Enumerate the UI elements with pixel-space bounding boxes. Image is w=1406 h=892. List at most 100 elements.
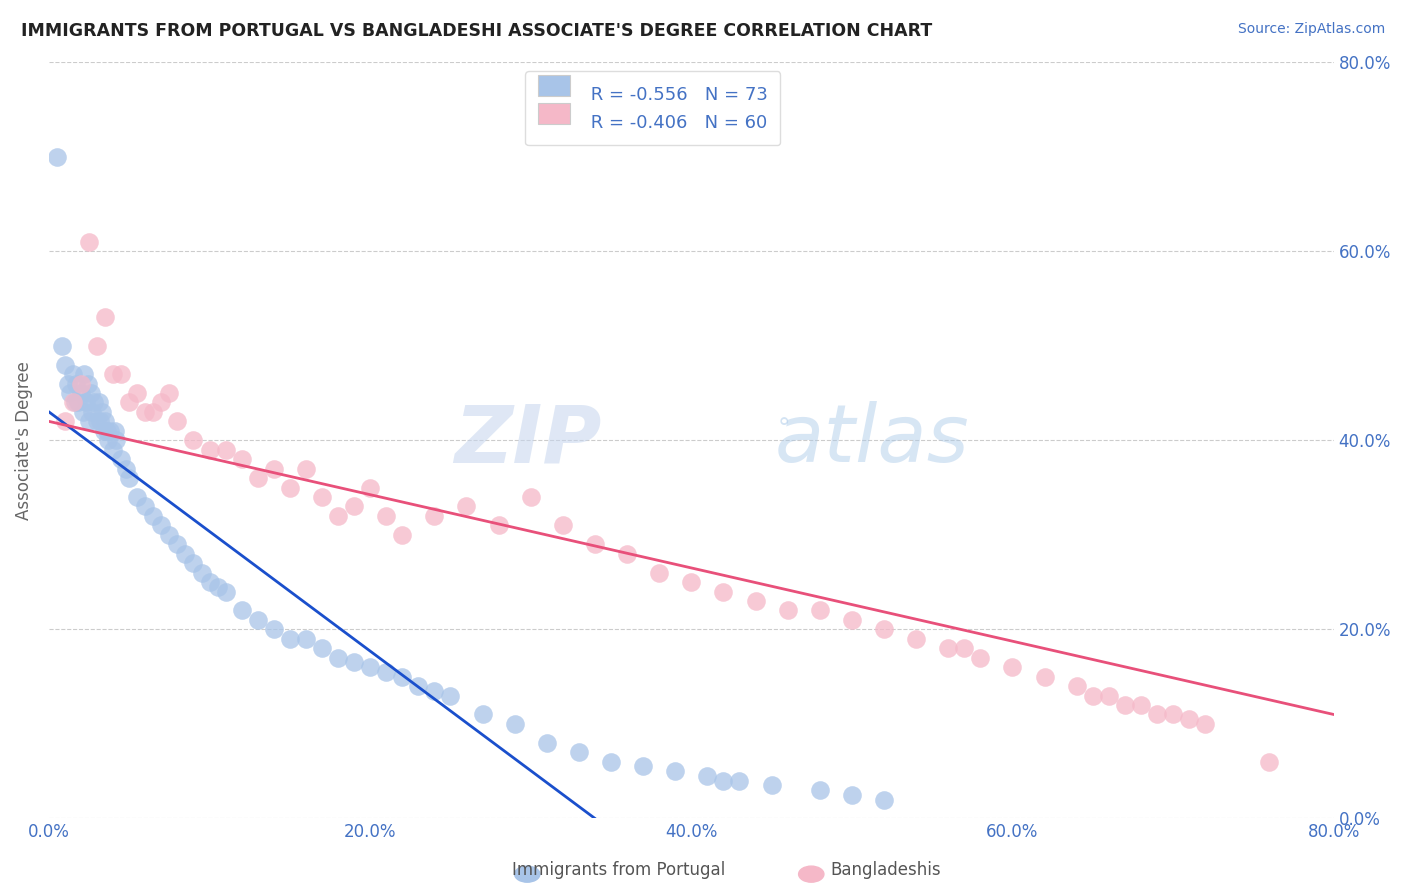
Point [103, 442, 125, 457]
Point [841, 613, 863, 627]
Point [70, 376, 93, 391]
Point [713, 773, 735, 788]
Point [1033, 670, 1056, 684]
Point [246, 471, 269, 485]
Point [648, 566, 671, 580]
Point [1098, 689, 1121, 703]
Point [278, 632, 301, 646]
Point [58, 376, 80, 391]
Point [503, 717, 526, 731]
Point [110, 452, 132, 467]
Point [664, 764, 686, 779]
Point [198, 442, 221, 457]
Point [263, 623, 285, 637]
Point [231, 452, 253, 467]
Point [183, 434, 205, 448]
Point [1258, 755, 1281, 769]
Point [359, 660, 381, 674]
Point [104, 424, 127, 438]
Point [86, 414, 108, 428]
Point [408, 679, 430, 693]
Point [343, 500, 366, 514]
Point [456, 500, 478, 514]
Text: ZIP: ZIP [454, 401, 602, 479]
Point [1001, 660, 1024, 674]
Point [46, 150, 69, 164]
Point [263, 461, 285, 475]
Point [439, 689, 461, 703]
Point [375, 508, 398, 523]
Point [76, 376, 98, 391]
Y-axis label: Associate's Degree: Associate's Degree [15, 361, 32, 520]
Point [761, 778, 783, 792]
Point [681, 575, 703, 590]
Point [551, 518, 574, 533]
Point [190, 566, 212, 580]
Point [841, 788, 863, 802]
Point [105, 434, 128, 448]
Point [134, 405, 156, 419]
Point [1161, 707, 1184, 722]
Point [77, 235, 100, 249]
Point [115, 461, 138, 475]
Point [600, 755, 623, 769]
Text: IMMIGRANTS FROM PORTUGAL VS BANGLADESHI ASSOCIATE'S DEGREE CORRELATION CHART: IMMIGRANTS FROM PORTUGAL VS BANGLADESHI … [21, 22, 932, 40]
Point [631, 759, 654, 773]
Point [311, 490, 333, 504]
Point [423, 683, 446, 698]
Legend:  R = -0.556   N = 73,  R = -0.406   N = 60: R = -0.556 N = 73, R = -0.406 N = 60 [526, 71, 780, 145]
Point [953, 641, 976, 656]
Point [91, 405, 114, 419]
Point [583, 537, 606, 551]
Point [87, 395, 110, 409]
Point [62, 367, 84, 381]
Point [326, 508, 349, 523]
Point [72, 405, 94, 419]
Point [728, 773, 751, 788]
Point [51, 339, 73, 353]
Point [142, 405, 165, 419]
Point [278, 481, 301, 495]
Point [1178, 712, 1201, 726]
Point [295, 461, 318, 475]
Point [83, 395, 105, 409]
Point [89, 414, 111, 428]
Point [98, 424, 121, 438]
Point [94, 414, 117, 428]
Point [214, 584, 236, 599]
Point [70, 386, 93, 401]
Point [94, 310, 117, 325]
Point [391, 670, 413, 684]
Text: Source: ZipAtlas.com: Source: ZipAtlas.com [1237, 22, 1385, 37]
Point [53, 414, 76, 428]
Point [375, 665, 398, 679]
Point [1081, 689, 1104, 703]
Point [73, 367, 96, 381]
Point [776, 603, 799, 617]
Point [80, 386, 103, 401]
Text: atlas: atlas [775, 401, 970, 479]
Point [65, 376, 87, 391]
Point [359, 481, 381, 495]
Point [207, 580, 229, 594]
Point [295, 632, 318, 646]
Point [568, 745, 591, 759]
Text: Bangladeshis: Bangladeshis [831, 861, 941, 879]
Point [696, 769, 718, 783]
Point [311, 641, 333, 656]
Point [713, 584, 735, 599]
Point [118, 395, 141, 409]
Point [391, 528, 413, 542]
Point [75, 395, 97, 409]
Point [808, 603, 831, 617]
Point [82, 405, 104, 419]
Point [93, 424, 115, 438]
Point [1129, 698, 1152, 712]
Point [198, 575, 221, 590]
Point [103, 367, 125, 381]
Point [110, 367, 132, 381]
Point [873, 792, 896, 806]
Point [343, 656, 366, 670]
Point [616, 547, 638, 561]
Point [118, 471, 141, 485]
